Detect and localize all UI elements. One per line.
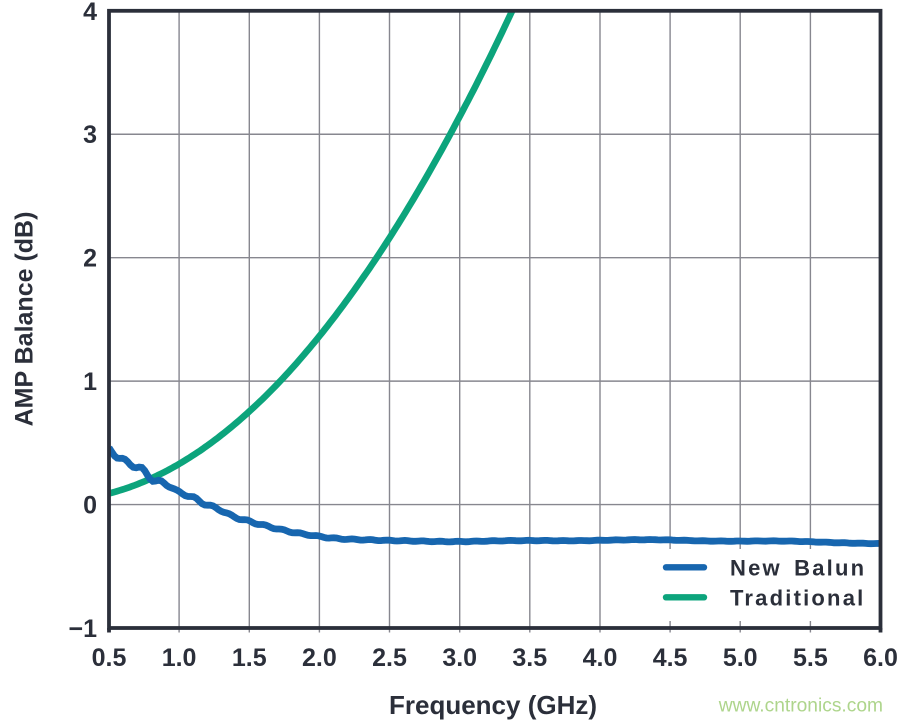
svg-text:4.5: 4.5: [653, 644, 688, 672]
svg-text:Frequency (GHz): Frequency (GHz): [389, 690, 597, 720]
svg-text:AMP Balance (dB): AMP Balance (dB): [11, 212, 39, 427]
svg-text:2.5: 2.5: [372, 644, 407, 672]
svg-text:New Balun: New Balun: [730, 556, 866, 581]
svg-text:3.5: 3.5: [512, 644, 547, 672]
svg-text:5.5: 5.5: [793, 644, 828, 672]
svg-text:5.0: 5.0: [723, 644, 758, 672]
svg-text:2.0: 2.0: [302, 644, 337, 672]
svg-text:−1: −1: [68, 615, 97, 643]
svg-text:4: 4: [83, 0, 97, 26]
svg-text:1.0: 1.0: [162, 644, 197, 672]
svg-text:6.0: 6.0: [863, 644, 898, 672]
svg-text:1.5: 1.5: [232, 644, 267, 672]
svg-text:3.0: 3.0: [442, 644, 477, 672]
svg-text:2: 2: [83, 245, 97, 273]
svg-text:www.cntronics.com: www.cntronics.com: [718, 696, 883, 717]
svg-text:0: 0: [83, 492, 97, 520]
svg-text:1: 1: [83, 368, 97, 396]
svg-text:4.0: 4.0: [583, 644, 618, 672]
svg-text:3: 3: [83, 121, 97, 149]
svg-text:0.5: 0.5: [92, 644, 127, 672]
svg-text:Traditional: Traditional: [730, 585, 865, 610]
